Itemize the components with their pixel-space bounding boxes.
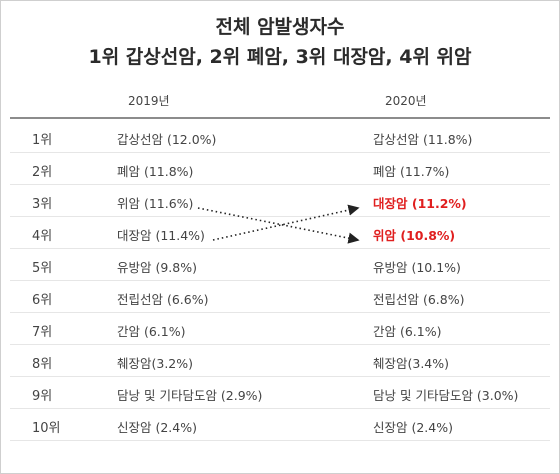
cell-2020: 간암 (6.1%)	[373, 324, 442, 339]
table-row: 5위 유방암 (9.8%) 유방암 (10.1%)	[10, 249, 550, 281]
rank-label: 1위	[32, 133, 53, 148]
table-row: 3위 위암 (11.6%) 대장암 (11.2%)	[10, 185, 550, 217]
table-row: 8위 췌장암(3.2%) 췌장암(3.4%)	[10, 345, 550, 377]
table-row: 7위 간암 (6.1%) 간암 (6.1%)	[10, 313, 550, 345]
table-row: 2위 폐암 (11.8%) 폐암 (11.7%)	[10, 153, 550, 185]
cell-2019: 갑상선암 (12.0%)	[117, 132, 217, 147]
cell-2019: 위암 (11.6%)	[117, 196, 194, 211]
cell-2019: 전립선암 (6.6%)	[117, 292, 209, 307]
rank-label: 8위	[32, 357, 53, 372]
rank-label: 5위	[32, 261, 53, 276]
table-row: 1위 갑상선암 (12.0%) 갑상선암 (11.8%)	[10, 121, 550, 153]
table-row: 6위 전립선암 (6.6%) 전립선암 (6.8%)	[10, 281, 550, 313]
cell-2020: 담낭 및 기타담도암 (3.0%)	[373, 388, 519, 403]
rank-label: 9위	[32, 389, 53, 404]
cell-2020: 신장암 (2.4%)	[373, 420, 453, 435]
title-line-2: 1위 갑상선암, 2위 폐암, 3위 대장암, 4위 위암	[88, 46, 472, 68]
rank-label: 6위	[32, 293, 53, 308]
cell-2019: 담낭 및 기타담도암 (2.9%)	[117, 388, 263, 403]
title-line-1: 전체 암발생자수	[215, 16, 345, 38]
cell-2020: 전립선암 (6.8%)	[373, 292, 465, 307]
cell-2020-highlight: 대장암 (11.2%)	[373, 196, 467, 211]
cell-2019: 간암 (6.1%)	[117, 324, 186, 339]
cell-2019: 대장암 (11.4%)	[117, 228, 205, 243]
table-row: 4위 대장암 (11.4%) 위암 (10.8%)	[10, 217, 550, 249]
rank-label: 4위	[32, 229, 53, 244]
cell-2020: 갑상선암 (11.8%)	[373, 132, 473, 147]
cell-2020: 유방암 (10.1%)	[373, 260, 461, 275]
cell-2020-highlight: 위암 (10.8%)	[373, 228, 456, 243]
cell-2019: 신장암 (2.4%)	[117, 420, 197, 435]
cell-2020: 췌장암(3.4%)	[373, 356, 450, 371]
cell-2019: 폐암 (11.8%)	[117, 164, 194, 179]
rank-label: 10위	[32, 421, 61, 436]
cell-2020: 폐암 (11.7%)	[373, 164, 450, 179]
cell-2019: 유방암 (9.8%)	[117, 260, 197, 275]
header-divider	[10, 117, 550, 119]
column-header-2020: 2020년	[385, 94, 427, 108]
table-row: 10위 신장암 (2.4%) 신장암 (2.4%)	[10, 409, 550, 441]
rank-label: 3위	[32, 197, 53, 212]
column-header-2019: 2019년	[128, 94, 170, 108]
rank-label: 7위	[32, 325, 53, 340]
rank-label: 2위	[32, 165, 53, 180]
table-row: 9위 담낭 및 기타담도암 (2.9%) 담낭 및 기타담도암 (3.0%)	[10, 377, 550, 409]
cell-2019: 췌장암(3.2%)	[117, 356, 194, 371]
